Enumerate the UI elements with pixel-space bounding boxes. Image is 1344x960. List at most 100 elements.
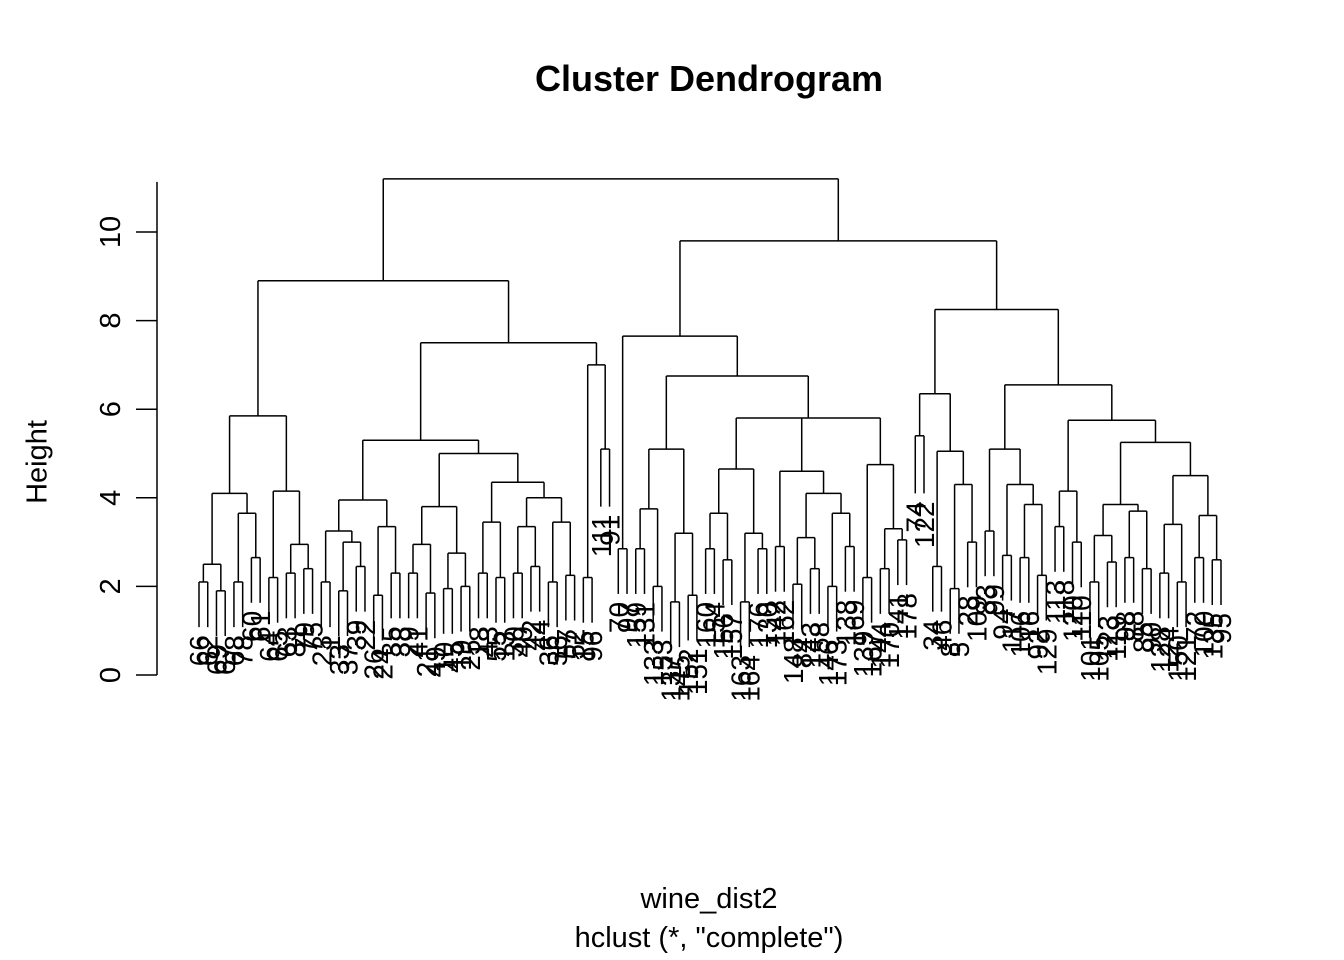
leaf-label: 52: [560, 629, 591, 660]
leaf-label: 55: [481, 631, 512, 662]
y-tick-label: 4: [95, 490, 127, 506]
leaf-label: 45: [437, 642, 468, 673]
leaf-label: 176: [743, 602, 774, 649]
leaf-label: 43: [472, 626, 503, 657]
leaf-label: 145: [664, 655, 695, 702]
leaf-label: 16: [1014, 611, 1045, 642]
leaf-label: 153: [647, 640, 678, 687]
leaf-label: 74: [900, 501, 931, 532]
leaf-label: 13: [490, 631, 521, 662]
leaf-label: 110: [1066, 595, 1097, 640]
leaf-label: 91: [595, 515, 626, 546]
leaf-label: 109: [961, 595, 992, 642]
leaf-label: 65: [263, 631, 294, 662]
leaf-label: 130: [752, 602, 783, 649]
leaf-labels: 6662696768786061646563817975231333739222…: [184, 501, 1237, 701]
leaf-label: 170: [874, 622, 905, 669]
leaf-label: 84: [787, 637, 818, 668]
leaf-label: 25: [455, 640, 486, 671]
y-axis: 0 2 4 6 8 10: [95, 181, 158, 683]
leaf-label: 26: [359, 648, 390, 679]
leaf-label: 128: [1145, 626, 1176, 673]
leaf-label: 111: [586, 515, 617, 558]
y-tick-label: 2: [95, 578, 127, 594]
leaf-label: 144: [865, 622, 896, 669]
leaf-label: 39: [341, 620, 372, 651]
leaf-label: 8: [935, 642, 966, 658]
leaf-label: 75: [298, 622, 329, 653]
leaf-label: 67: [210, 644, 241, 675]
leaf-label: 35: [376, 626, 407, 657]
leaf-label: 119: [1101, 615, 1132, 660]
leaf-label: 129: [1031, 629, 1062, 676]
leaf-label: 117: [996, 609, 1027, 654]
leaf-label: 100: [1189, 611, 1220, 658]
leaf-label: 62: [193, 635, 224, 666]
leaf-label: 142: [761, 600, 792, 647]
leaf-label: 105: [1084, 635, 1115, 682]
leaf-label: 156: [708, 613, 739, 660]
leaf-label: 78: [228, 635, 259, 666]
leaf-label: 159: [621, 602, 652, 649]
leaf-label: 94: [988, 609, 1019, 640]
leaf-label: 57: [551, 629, 582, 660]
chart-title: Cluster Dendrogram: [534, 58, 884, 99]
chart-subtitle: hclust (*, "complete"): [574, 922, 844, 954]
leaf-label: 15: [568, 631, 599, 662]
leaf-label: 138: [830, 600, 861, 647]
leaf-label: 139: [848, 631, 879, 678]
leaf-label: 38: [385, 626, 416, 657]
leaf-label: 98: [1110, 611, 1141, 642]
leaf-label: 121: [1171, 635, 1202, 682]
leaf-label: 19: [446, 640, 477, 671]
leaf-label: 123: [1092, 615, 1123, 662]
dendrogram-branches: [198, 178, 1222, 648]
leaf-label: 10: [429, 642, 460, 673]
y-tick-label: 6: [95, 401, 127, 417]
leaf-label: 30: [498, 626, 529, 657]
leaf-label: 21: [411, 646, 442, 677]
leaf-label: 79: [289, 622, 320, 653]
leaf-label: 154: [699, 602, 730, 649]
leaf-label: 173: [822, 640, 853, 687]
leaf-label: 81: [280, 626, 311, 657]
leaf-label: 143: [795, 622, 826, 669]
leaf-label: 63: [271, 626, 302, 657]
leaf-label: 164: [734, 655, 765, 702]
leaf-label: 99: [979, 584, 1010, 615]
leaf-label: 46: [926, 620, 957, 651]
y-axis-label: Height: [21, 420, 54, 504]
leaf-label: 70: [603, 602, 634, 633]
leaf-label: 160: [691, 602, 722, 649]
leaf-label: 97: [612, 602, 643, 633]
leaf-label: 85: [1127, 622, 1158, 653]
leaf-label: 34: [918, 620, 949, 651]
leaf-label: 37: [332, 644, 363, 675]
leaf-label: 137: [656, 655, 687, 702]
leaf-label: 44: [525, 620, 556, 651]
leaf-label: 122: [909, 501, 940, 548]
leaf-label: 41: [402, 626, 433, 657]
leaf-label: 22: [350, 620, 381, 651]
y-tick-label: 8: [95, 313, 127, 329]
leaf-label: 88: [1119, 611, 1150, 642]
leaf-label: 106: [1005, 611, 1036, 658]
leaf-label: 23: [306, 635, 337, 666]
leaf-label: 18: [464, 626, 495, 657]
leaf-label: 1: [315, 635, 346, 651]
leaf-label: 163: [726, 655, 757, 702]
leaf-label: 148: [778, 637, 809, 684]
leaf-label: 135: [1197, 613, 1228, 660]
leaf-label: 124: [1154, 626, 1185, 673]
leaf-label: 146: [813, 640, 844, 687]
leaf-label: 24: [367, 648, 398, 679]
leaf-label: 66: [184, 635, 215, 666]
leaf-label: 113: [1040, 580, 1071, 625]
leaf-label: 29: [394, 626, 425, 657]
leaf-label: 141: [883, 593, 914, 640]
leaf-label: 33: [324, 644, 355, 675]
leaf-label: 178: [892, 593, 923, 640]
leaf-label: 61: [245, 611, 276, 642]
leaf-label: 72: [1180, 611, 1211, 642]
